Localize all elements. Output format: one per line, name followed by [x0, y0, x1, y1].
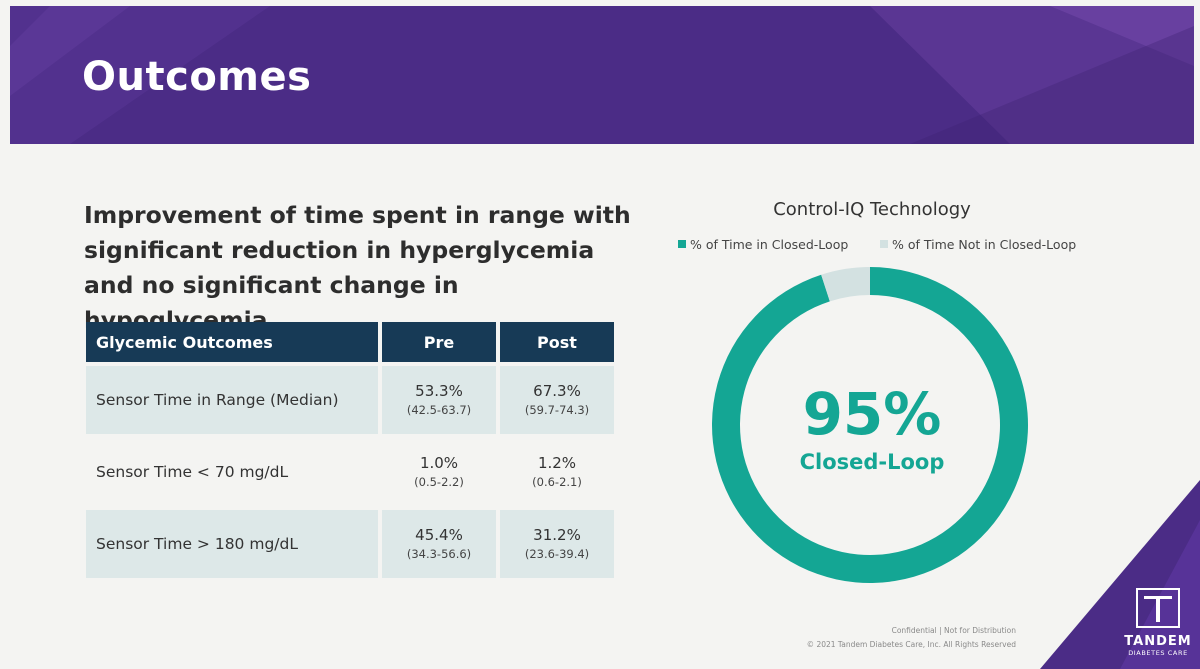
pre-value-cell: 1.0% (0.5-2.2) — [382, 438, 496, 506]
tandem-logo: TANDEM DIABETES CARE — [1118, 588, 1198, 657]
legend-item-closed-loop: % of Time in Closed-Loop — [678, 237, 848, 252]
copyright-note: © 2021 Tandem Diabetes Care, Inc. All Ri… — [806, 640, 1016, 649]
post-range: (59.7-74.3) — [524, 403, 590, 417]
legend-swatch — [880, 240, 888, 248]
donut-slice-not-closed-loop — [821, 267, 870, 302]
post-value-cell: 67.3% (59.7-74.3) — [500, 366, 614, 434]
logo-tagline: DIABETES CARE — [1128, 649, 1188, 657]
post-value-cell: 1.2% (0.6-2.1) — [500, 438, 614, 506]
pre-value-cell: 45.4% (34.3-56.6) — [382, 510, 496, 578]
footer-legal: Confidential | Not for Distribution © 20… — [740, 624, 1016, 652]
post-value: 31.2% — [533, 526, 581, 544]
row-label: Sensor Time in Range (Median) — [86, 366, 378, 434]
legend-label: % of Time Not in Closed-Loop — [892, 237, 1077, 252]
post-value-cell: 31.2% (23.6-39.4) — [500, 510, 614, 578]
slide-subtitle: Improvement of time spent in range with … — [84, 201, 631, 334]
post-value: 67.3% — [533, 382, 581, 400]
header-pattern — [10, 6, 1194, 144]
table-header-row: Glycemic Outcomes Pre Post — [86, 322, 614, 362]
logo-mark-icon — [1136, 588, 1180, 628]
chart-title: Control-IQ Technology — [773, 199, 971, 220]
legend-swatch — [678, 240, 686, 248]
row-label: Sensor Time > 180 mg/dL — [86, 510, 378, 578]
column-header-pre: Pre — [382, 322, 496, 362]
closed-loop-label: Closed-Loop — [799, 450, 945, 474]
header-banner: Outcomes — [10, 6, 1194, 144]
corner-decoration — [1040, 480, 1200, 669]
pre-range: (34.3-56.6) — [406, 547, 472, 561]
post-value: 1.2% — [537, 454, 577, 472]
post-range: (23.6-39.4) — [524, 547, 590, 561]
pre-range: (0.5-2.2) — [414, 475, 464, 489]
pre-range: (42.5-63.7) — [406, 403, 472, 417]
closed-loop-percent: 95% — [802, 380, 942, 448]
logo-name: TANDEM — [1124, 634, 1192, 649]
pre-value: 1.0% — [419, 454, 459, 472]
legend-item-not-closed-loop: % of Time Not in Closed-Loop — [880, 237, 1076, 252]
pre-value: 53.3% — [415, 382, 463, 400]
outcomes-table: Glycemic Outcomes Pre Post Sensor Time i… — [82, 322, 618, 578]
table-row: Sensor Time > 180 mg/dL 45.4% (34.3-56.6… — [86, 510, 614, 578]
table-row: Sensor Time < 70 mg/dL 1.0% (0.5-2.2) 1.… — [86, 438, 614, 506]
row-label: Sensor Time < 70 mg/dL — [96, 463, 289, 481]
post-range: (0.6-2.1) — [532, 475, 582, 489]
pre-value: 45.4% — [415, 526, 463, 544]
page-title: Outcomes — [82, 54, 312, 100]
donut-chart — [712, 267, 1028, 583]
legend-label: % of Time in Closed-Loop — [690, 237, 849, 252]
column-header-post: Post — [500, 322, 614, 362]
confidential-note: Confidential | Not for Distribution — [891, 626, 1016, 635]
pre-value-cell: 53.3% (42.5-63.7) — [382, 366, 496, 434]
column-header-outcomes: Glycemic Outcomes — [86, 322, 378, 362]
table-row: Sensor Time in Range (Median) 53.3% (42.… — [86, 366, 614, 434]
